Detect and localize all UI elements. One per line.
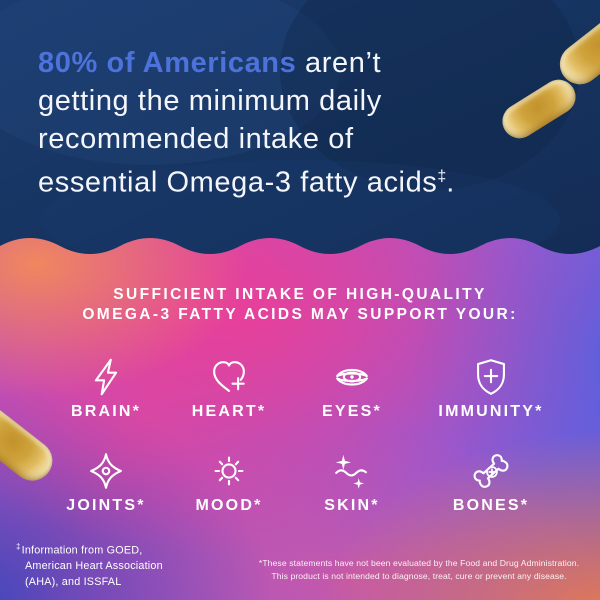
hero-highlight: 80% of Americans [38, 47, 297, 79]
benefit-label: BONES* [452, 497, 530, 514]
source-footnote-text: Information from GOED, [21, 544, 143, 557]
sparkle-star-icon [83, 447, 129, 495]
hero-line-4: essential Omega-3 fatty acids‡. [38, 158, 568, 202]
benefit-label: MOOD* [195, 497, 263, 514]
support-headline-line-2: OMEGA-3 FATTY ACIDS MAY SUPPORT YOUR: [82, 305, 518, 323]
benefit-mood: MOOD* [170, 447, 288, 515]
benefit-heart: HEART* [170, 353, 288, 421]
benefit-brain: BRAIN* [42, 353, 170, 421]
wave-sparkles-icon [329, 447, 375, 495]
heart-plus-icon [206, 353, 252, 401]
fda-disclaimer-line-1: *These statements have not been evaluate… [258, 558, 580, 568]
lightning-bolt-icon [83, 353, 129, 401]
eye-icon [329, 353, 375, 401]
fda-disclaimer: *These statements have not been evaluate… [245, 557, 593, 582]
hero-line-1-rest: aren’t [296, 47, 382, 79]
benefit-joints: JOINTS* [42, 447, 170, 515]
benefits-grid: BRAIN* HEART* EYES* [42, 353, 566, 515]
dagger-footnote-marker: ‡ [16, 542, 21, 551]
shield-plus-icon [468, 353, 514, 401]
benefit-label: JOINTS* [66, 497, 146, 514]
benefit-label: EYES* [322, 403, 382, 420]
source-footnote: ‡Information from GOED, American Heart A… [16, 539, 163, 590]
benefit-eyes: EYES* [288, 353, 416, 421]
source-footnote-line-2: American Heart Association [25, 560, 163, 573]
hero-statement: 80% of Americans aren’t getting the mini… [38, 44, 568, 202]
bone-plus-icon [468, 447, 514, 495]
benefit-bones: BONES* [416, 447, 566, 515]
hero-line-3: recommended intake of [38, 123, 354, 155]
fda-disclaimer-line-2: This product is not intended to diagnose… [271, 570, 567, 581]
benefit-label: BRAIN* [70, 403, 142, 420]
source-footnote-line-1: ‡Information from GOED, [16, 539, 163, 559]
hero-line-1: 80% of Americans aren’t [38, 44, 568, 82]
benefit-skin: SKIN* [288, 447, 416, 515]
benefit-immunity: IMMUNITY* [416, 353, 566, 421]
benefit-label: IMMUNITY* [438, 403, 544, 420]
sun-icon [206, 447, 252, 495]
support-headline: SUFFICIENT INTAKE OF HIGH-QUALITY OMEGA-… [0, 285, 600, 324]
hero-period: . [446, 166, 455, 199]
benefit-label: HEART* [191, 403, 267, 420]
benefit-label: SKIN* [324, 497, 380, 514]
source-footnote-line-3: (AHA), and ISSFAL [25, 575, 122, 588]
support-headline-line-1: SUFFICIENT INTAKE OF HIGH-QUALITY [113, 286, 487, 303]
hero-line-4-text: essential Omega-3 fatty acids [38, 166, 438, 199]
dagger-footnote-marker: ‡ [437, 168, 447, 185]
hero-line-2: getting the minimum daily [38, 85, 382, 117]
